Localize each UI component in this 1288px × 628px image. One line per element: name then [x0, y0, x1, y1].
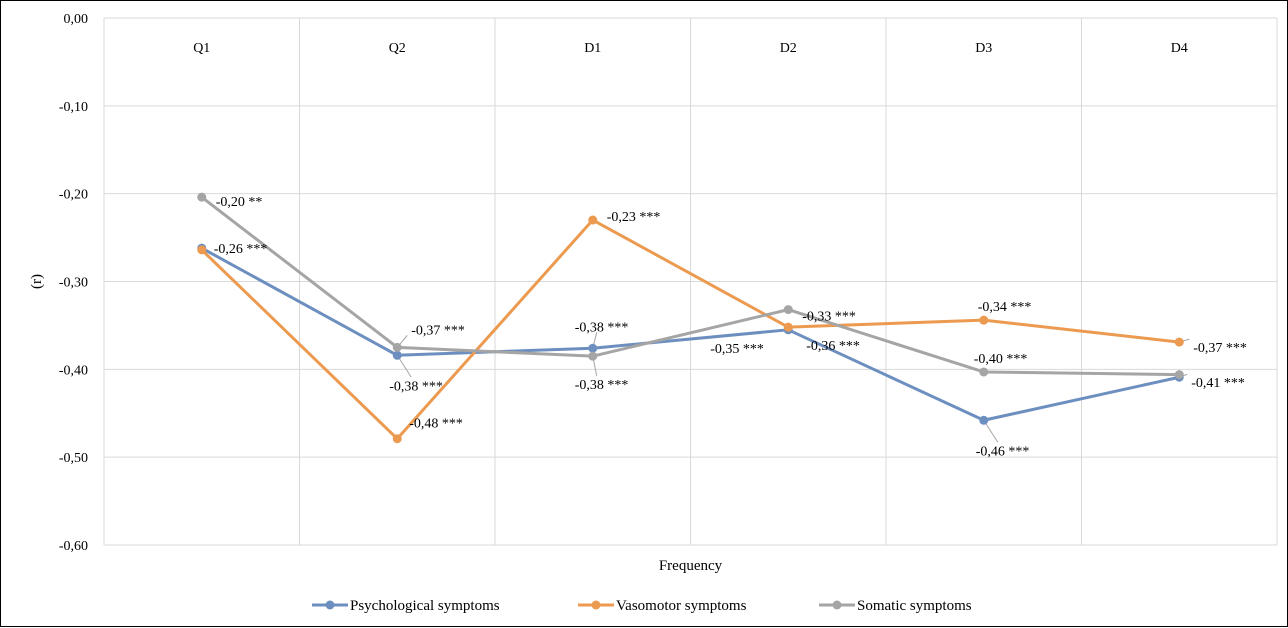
data-point [392, 434, 402, 444]
data-label: -0,38 *** [389, 379, 443, 394]
data-label: -0,46 *** [976, 444, 1030, 459]
data-point [783, 322, 793, 332]
data-point [1174, 370, 1184, 380]
legend-entry-label: Psychological symptoms [350, 598, 500, 614]
legend-entry-label: Somatic symptoms [857, 598, 972, 614]
data-label: -0,35 *** [710, 342, 764, 357]
y-axis-ticks: 0,00 -0,10 -0,20 -0,30 -0,40 -0,50 -0,60 [59, 12, 88, 554]
category-label: D2 [780, 41, 797, 56]
legend-swatch-marker [832, 600, 842, 610]
gridlines [103, 17, 1278, 546]
legend-swatch-marker [591, 600, 601, 610]
category-label: Q1 [193, 41, 210, 56]
x-axis-title: Frequency [659, 558, 723, 574]
data-point [979, 415, 989, 425]
data-label: -0,36 *** [806, 339, 860, 354]
data-label: -0,33 *** [802, 310, 856, 325]
series-line [201, 246, 1180, 422]
data-label: -0,20 ** [216, 195, 263, 210]
data-label: -0,34 *** [978, 300, 1032, 315]
y-tick-label: -0,50 [59, 451, 88, 466]
y-tick-label: -0,10 [59, 100, 88, 115]
data-label: -0,37 *** [411, 323, 465, 338]
data-label: -0,40 *** [974, 352, 1028, 367]
data-point [783, 305, 793, 315]
data-label: -0,41 *** [1191, 376, 1245, 391]
data-labels: -0,26 *** -0,38 *** -0,38 *** -0,36 *** -0,4… [214, 195, 1247, 459]
data-label: -0,38 *** [575, 378, 629, 393]
data-label: -0,38 *** [575, 320, 629, 335]
series-line [200, 195, 1180, 377]
data-label: -0,37 *** [1193, 341, 1247, 356]
data-point [392, 342, 402, 352]
data-point [588, 343, 598, 353]
label-leader-lines [396, 332, 1190, 443]
data-point [979, 367, 989, 377]
y-tick-label: -0,60 [59, 539, 88, 554]
data-point [197, 192, 207, 202]
legend: Psychological symptoms Vasomotor symptoms… [312, 598, 972, 614]
series-line [200, 218, 1180, 441]
legend-swatch-marker [325, 600, 335, 610]
y-tick-label: 0,00 [64, 12, 89, 27]
category-label: D4 [1171, 41, 1188, 56]
category-label: Q2 [389, 41, 406, 56]
category-label: D1 [584, 41, 601, 56]
category-label: D3 [975, 41, 992, 56]
data-label: -0,23 *** [607, 210, 661, 225]
category-labels: Q1 Q2 D1 D2 D3 D4 [193, 41, 1188, 56]
data-point [979, 315, 989, 325]
y-tick-label: -0,40 [59, 363, 88, 378]
data-label: -0,26 *** [214, 242, 268, 257]
data-point [392, 350, 402, 360]
series-points [197, 192, 1184, 444]
data-point [197, 245, 207, 255]
data-point [588, 351, 598, 361]
series-lines [200, 195, 1180, 441]
y-tick-label: -0,30 [59, 276, 88, 291]
legend-entry-label: Vasomotor symptoms [616, 598, 747, 614]
data-point [588, 215, 598, 225]
data-label: -0,48 *** [409, 417, 463, 432]
data-point [1174, 337, 1184, 347]
y-tick-label: -0,20 [59, 188, 88, 203]
y-axis-title: (r) [29, 274, 45, 289]
